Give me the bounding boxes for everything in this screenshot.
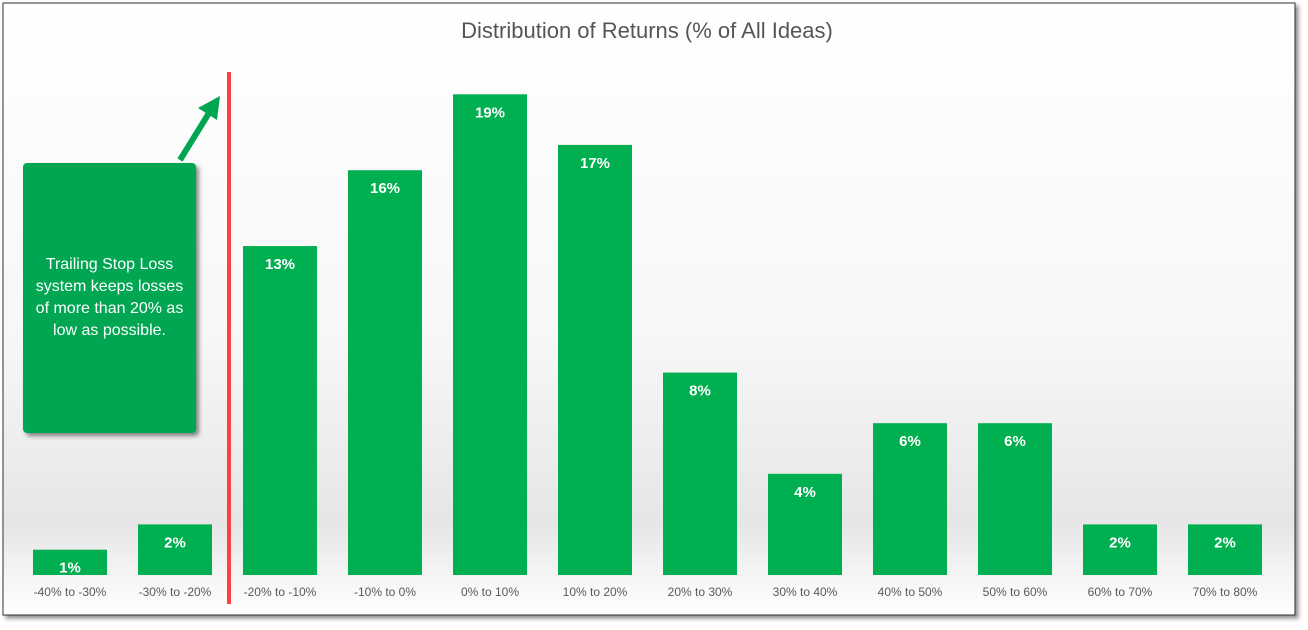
bar <box>1188 524 1262 575</box>
x-tick-label: 50% to 60% <box>983 585 1048 599</box>
bar <box>138 524 212 575</box>
x-tick-label: 20% to 30% <box>668 585 733 599</box>
annotation-text: Trailing Stop Loss system keeps losses o… <box>35 256 184 339</box>
x-tick-label: -10% to 0% <box>354 585 416 599</box>
data-label: 2% <box>1214 534 1236 551</box>
x-tick-label: 10% to 20% <box>563 585 628 599</box>
bar <box>33 549 107 575</box>
data-label: 4% <box>794 484 816 501</box>
data-label: 8% <box>689 383 711 400</box>
bar <box>768 473 842 575</box>
annotation-arrow <box>177 111 212 162</box>
data-label: 2% <box>1109 534 1131 551</box>
data-label: 6% <box>899 433 921 450</box>
x-tick-label: -20% to -10% <box>244 585 317 599</box>
x-tick-label: -40% to -30% <box>34 585 107 599</box>
x-tick-label: -30% to -20% <box>139 585 212 599</box>
bar <box>1083 524 1157 575</box>
annotation-box <box>23 163 196 433</box>
x-tick-label: 60% to 70% <box>1088 585 1153 599</box>
bar <box>243 246 317 575</box>
bar <box>453 94 527 576</box>
bar <box>978 423 1052 575</box>
annotation-arrowhead <box>198 96 220 120</box>
bar <box>873 423 947 575</box>
x-tick-label: 40% to 50% <box>878 585 943 599</box>
annotation: Trailing Stop Loss system keeps losses o… <box>35 256 184 339</box>
bar <box>558 144 632 575</box>
chart-title: Distribution of Returns (% of All Ideas) <box>461 18 833 43</box>
data-label: 13% <box>265 256 295 273</box>
x-tick-label: 70% to 80% <box>1193 585 1258 599</box>
data-label: 6% <box>1004 433 1026 450</box>
bar <box>663 372 737 575</box>
data-label: 17% <box>580 155 610 172</box>
data-label: 2% <box>164 534 186 551</box>
data-label: 16% <box>370 180 400 197</box>
x-tick-label: 30% to 40% <box>773 585 838 599</box>
bar <box>348 170 422 575</box>
data-label: 1% <box>59 560 81 577</box>
data-label: 19% <box>475 104 505 121</box>
x-tick-label: 0% to 10% <box>461 585 519 599</box>
chart-frame <box>2 2 1296 616</box>
plot: -40% to -30% 1% -30% to -20% 2% -20% to -10%… <box>33 94 1262 599</box>
